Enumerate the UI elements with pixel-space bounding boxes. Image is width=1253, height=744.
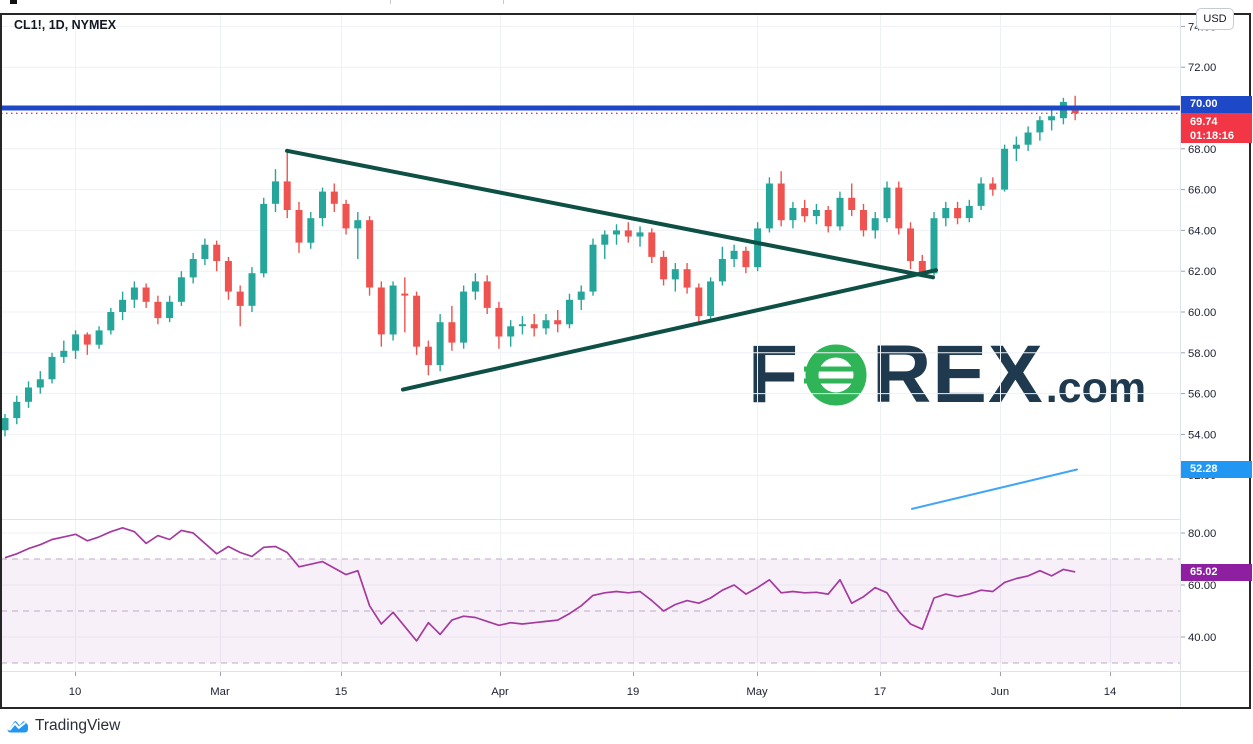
trendline-value-badge: 52.28	[1181, 461, 1252, 478]
rsi-value-badge: 65.02	[1181, 564, 1252, 581]
svg-text:Jun: Jun	[991, 686, 1009, 698]
last-price-badge: 69.74 01:18:16	[1181, 113, 1252, 143]
cropped-toolbar-tick	[390, 0, 391, 4]
svg-text:May: May	[746, 686, 768, 698]
svg-text:Mar: Mar	[210, 686, 230, 698]
svg-text:56.00: 56.00	[1188, 389, 1216, 401]
svg-text:15: 15	[335, 686, 348, 698]
svg-text:66.00: 66.00	[1188, 185, 1216, 197]
svg-text:40.00: 40.00	[1188, 632, 1216, 644]
currency-toggle-button[interactable]: USD	[1196, 8, 1234, 30]
tradingview-logo-icon[interactable]	[5, 717, 29, 735]
last-price-value: 69.74	[1190, 116, 1218, 128]
svg-text:10: 10	[69, 686, 82, 698]
symbol-title[interactable]: CL1!, 1D, NYMEX	[14, 18, 117, 32]
svg-text:54.00: 54.00	[1188, 429, 1216, 441]
svg-text:68.00: 68.00	[1188, 144, 1216, 156]
svg-text:14: 14	[1104, 686, 1117, 698]
svg-text:64.00: 64.00	[1188, 225, 1216, 237]
forex-com-watermark: F REX .com	[748, 329, 1147, 420]
time-axis[interactable]	[1, 672, 1180, 708]
cropped-toolbar-tick	[503, 0, 504, 4]
svg-text:62.00: 62.00	[1188, 266, 1216, 278]
cropped-toolbar-fragment	[10, 0, 17, 4]
svg-text:60.00: 60.00	[1188, 307, 1216, 319]
watermark-letters-rex: REX	[872, 329, 1044, 420]
svg-text:17: 17	[874, 686, 887, 698]
svg-text:58.00: 58.00	[1188, 348, 1216, 360]
svg-text:72.00: 72.00	[1188, 62, 1216, 74]
watermark-dot-com: .com	[1045, 364, 1147, 412]
footer-brand-bar: TradingView	[5, 713, 120, 739]
svg-text:60.00: 60.00	[1188, 580, 1216, 592]
forex-o-icon	[804, 344, 867, 406]
svg-text:19: 19	[627, 686, 640, 698]
watermark-letter-f: F	[748, 329, 800, 420]
price-level-badge-70: 70.00	[1181, 96, 1252, 113]
svg-text:Apr: Apr	[491, 686, 509, 698]
tradingview-brand[interactable]: TradingView	[35, 717, 121, 734]
svg-text:80.00: 80.00	[1188, 528, 1216, 540]
bar-countdown: 01:18:16	[1190, 130, 1235, 142]
